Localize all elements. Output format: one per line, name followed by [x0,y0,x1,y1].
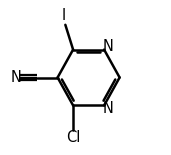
Text: Cl: Cl [66,131,80,145]
Text: N: N [103,101,113,116]
Text: N: N [10,70,21,85]
Text: I: I [62,8,66,23]
Text: N: N [103,39,113,54]
